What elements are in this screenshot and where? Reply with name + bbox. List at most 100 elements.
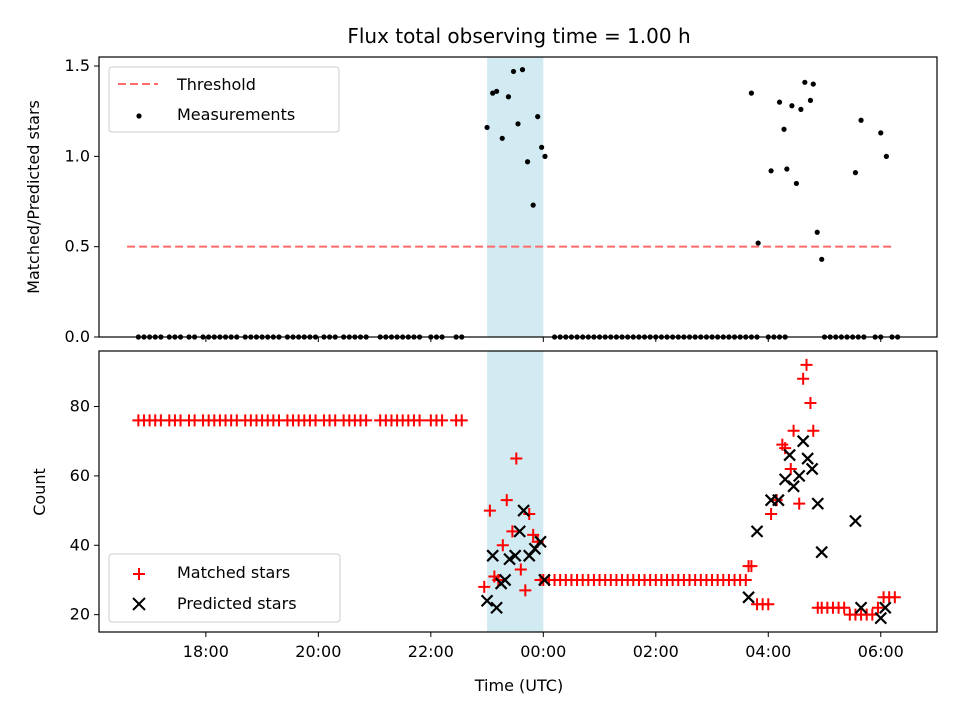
matched-star-point (800, 358, 813, 371)
measurement-point (784, 166, 790, 172)
measurement-point (852, 170, 859, 176)
legend-measurements-label: Measurements (177, 105, 295, 124)
predicted-star-point (498, 573, 512, 587)
matched-star-point (514, 563, 527, 576)
predicted-star-point (538, 573, 551, 587)
matched-star-point (787, 424, 800, 437)
top-panel-ticks: 0.0 0.5 1.0 1.5 (65, 56, 882, 346)
measurement-point (542, 153, 548, 159)
matched-star-point (455, 414, 468, 427)
matched-star-point (838, 601, 851, 614)
predicted-star-point (874, 611, 888, 625)
matched-star-point (478, 580, 491, 593)
top-ytick-label: 1.5 (65, 56, 90, 75)
measurement-point (776, 99, 783, 105)
matched-star-point (745, 560, 758, 573)
bottom-xtick-label: 22:00 (408, 642, 454, 661)
legend-threshold-label: Threshold (176, 75, 256, 94)
predicted-star-point (783, 448, 796, 462)
bottom-ytick-label: 60 (70, 466, 90, 485)
measurement-point (878, 130, 884, 136)
bottom-xtick-label: 02:00 (633, 642, 679, 661)
legend-matched-swatch (133, 568, 145, 580)
measurement-point (781, 126, 787, 132)
predicted-star-point (534, 535, 547, 549)
measurement-point (524, 159, 531, 165)
measurement-point (490, 90, 496, 96)
bottom-xtick-label: 06:00 (858, 642, 904, 661)
legend-measurements-swatch (136, 113, 142, 119)
matched-star-point (871, 601, 884, 614)
measurement-point (807, 97, 814, 103)
predicted-star-point (508, 549, 522, 562)
predicted-star-point (750, 525, 764, 538)
top-panel-ylabel: Matched/Predicted stars (24, 100, 43, 294)
measurement-point (819, 256, 825, 262)
top-panel: 0.0 0.5 1.0 1.5 Matched/Predicted stars Thr… (24, 56, 938, 346)
predicted-star-point (801, 452, 814, 465)
measurement-point (768, 168, 774, 174)
matched-star-point (765, 508, 778, 521)
measurement-point (789, 103, 795, 109)
bottom-xtick-label: 04:00 (745, 642, 791, 661)
bottom-legend: Matched stars Predicted stars (108, 553, 341, 623)
matched-star-point (483, 504, 496, 517)
bottom-xtick-label: 20:00 (295, 642, 341, 661)
measurement-point (883, 153, 889, 159)
predicted-star-point (742, 591, 755, 604)
bottom-xtick-label: 18:00 (183, 642, 229, 661)
top-ytick-label: 0.0 (65, 327, 90, 346)
chart-title: Flux total observing time = 1.00 h (347, 24, 690, 48)
measurement-point (535, 114, 541, 120)
shaded-observing-window-top (487, 57, 544, 337)
matched-star-point (523, 508, 536, 521)
measurement-point (539, 144, 545, 150)
bottom-legend-box (108, 553, 341, 623)
top-legend: Threshold Measurements (108, 66, 340, 133)
matched-star-point (784, 462, 797, 475)
predicted-star-point (815, 545, 828, 559)
predicted-star-point (513, 525, 526, 538)
measurement-point (810, 81, 816, 87)
matched-star-point (510, 452, 523, 465)
matched-star-point (804, 397, 817, 410)
matched-star-point (519, 584, 532, 597)
measurement-point (505, 94, 512, 100)
measurement-point (519, 67, 526, 73)
matched-star-point (496, 539, 509, 552)
measurement-point (748, 90, 755, 96)
bottom-ytick-label: 40 (70, 535, 90, 554)
measurement-point (755, 240, 761, 246)
matched-star-point (739, 573, 752, 586)
predicted-star-point (792, 469, 806, 483)
predicted-star-point (849, 514, 862, 528)
predicted-star-point (503, 552, 516, 566)
matched-star-point (527, 528, 540, 541)
bottom-panel-xlabel: Time (UTC) (474, 676, 563, 695)
legend-matched-label: Matched stars (177, 563, 290, 582)
predicted-star-point (480, 594, 494, 608)
bottom-xtick-label: 00:00 (520, 642, 566, 661)
predicted-star-point (490, 601, 503, 614)
bottom-panel-frame (98, 350, 938, 633)
predicted-star-point (486, 549, 499, 562)
predicted-star-point (517, 504, 530, 517)
top-legend-box (108, 66, 340, 133)
legend-predicted-swatch (132, 597, 146, 611)
predicted-star-point (796, 434, 810, 448)
bottom-panel-marks (132, 358, 901, 625)
measurement-point (793, 180, 799, 187)
matched-star-point (770, 494, 783, 507)
matched-star-point (807, 424, 820, 437)
measurement-point (814, 229, 820, 235)
matched-star-point (506, 525, 519, 538)
bottom-panel-ylabel: Count (30, 468, 49, 516)
measurement-point (510, 68, 517, 75)
matched-star-point (779, 442, 792, 455)
shaded-observing-window-bottom (487, 351, 544, 632)
matched-star-point (436, 414, 449, 427)
measurement-point (798, 106, 804, 112)
predicted-star-point (811, 497, 825, 510)
predicted-star-point (772, 493, 785, 507)
